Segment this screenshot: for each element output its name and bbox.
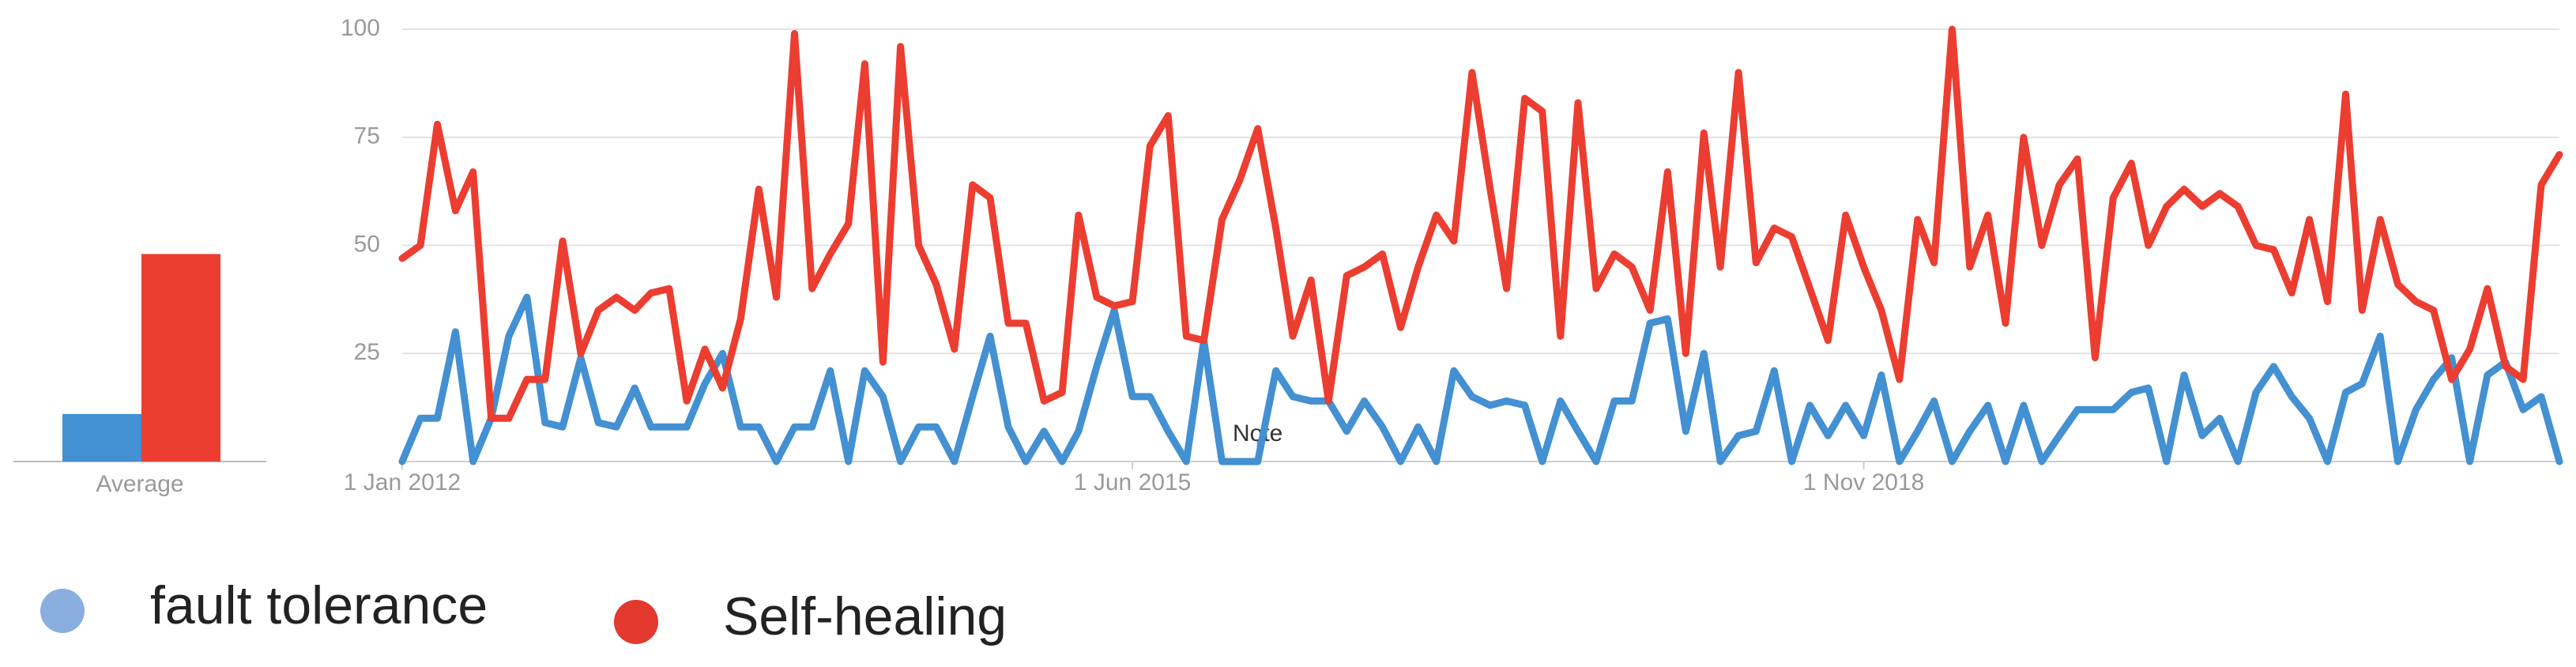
y-tick-label: 50	[354, 231, 380, 257]
x-tick-label: 1 Nov 2018	[1803, 469, 1924, 496]
legend-label: Self-healing	[723, 586, 1007, 646]
y-tick-label: 75	[354, 123, 380, 149]
x-tick-label: 1 Jun 2015	[1074, 469, 1191, 496]
y-tick-label: 100	[341, 15, 380, 41]
x-tick-label: 1 Jan 2012	[344, 469, 461, 496]
series-line	[398, 293, 2563, 465]
legend-label: fault tolerance	[150, 575, 488, 635]
series-line	[398, 25, 2563, 422]
y-tick-label: 25	[354, 339, 380, 365]
legend-marker	[40, 589, 85, 633]
average-bar	[141, 254, 220, 462]
average-label: Average	[96, 471, 183, 497]
average-bar	[62, 413, 141, 462]
legend-marker	[614, 600, 658, 644]
annotation: Note	[1233, 420, 1282, 447]
